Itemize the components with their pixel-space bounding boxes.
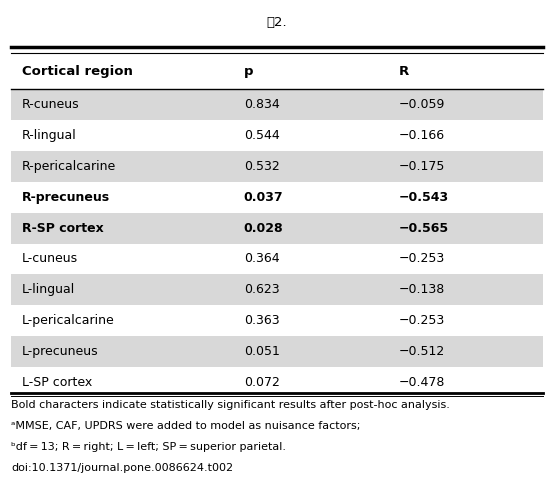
Text: 0.028: 0.028 — [244, 222, 284, 235]
Bar — [11, 89, 543, 120]
Text: −0.543: −0.543 — [399, 191, 449, 204]
Text: 0.623: 0.623 — [244, 283, 279, 296]
Text: −0.478: −0.478 — [399, 376, 445, 389]
Text: L-SP cortex: L-SP cortex — [22, 376, 93, 389]
Text: 0.072: 0.072 — [244, 376, 280, 389]
Text: ᵇdf = 13; R = right; L = left; SP = superior parietal.: ᵇdf = 13; R = right; L = left; SP = supe… — [11, 442, 286, 452]
Text: −0.565: −0.565 — [399, 222, 449, 235]
Text: 0.834: 0.834 — [244, 98, 280, 111]
Text: R: R — [399, 65, 409, 78]
Text: L-cuneus: L-cuneus — [22, 252, 78, 265]
Text: R-cuneus: R-cuneus — [22, 98, 80, 111]
Text: ᵃMMSE, CAF, UPDRS were added to model as nuisance factors;: ᵃMMSE, CAF, UPDRS were added to model as… — [11, 421, 361, 431]
Text: −0.253: −0.253 — [399, 314, 445, 327]
Text: 0.544: 0.544 — [244, 129, 280, 142]
Text: 表2.: 表2. — [266, 16, 288, 29]
Text: −0.512: −0.512 — [399, 345, 445, 358]
Text: 0.037: 0.037 — [244, 191, 284, 204]
Text: L-lingual: L-lingual — [22, 283, 75, 296]
Text: 0.051: 0.051 — [244, 345, 280, 358]
Text: doi:10.1371/journal.pone.0086624.t002: doi:10.1371/journal.pone.0086624.t002 — [11, 463, 233, 473]
Text: 0.363: 0.363 — [244, 314, 279, 327]
Text: L-pericalcarine: L-pericalcarine — [22, 314, 115, 327]
Text: R-lingual: R-lingual — [22, 129, 77, 142]
Text: −0.253: −0.253 — [399, 252, 445, 265]
Text: −0.175: −0.175 — [399, 160, 445, 173]
Text: 0.364: 0.364 — [244, 252, 279, 265]
Text: Cortical region: Cortical region — [22, 65, 133, 78]
Bar — [11, 274, 543, 305]
Text: p: p — [244, 65, 253, 78]
Text: −0.166: −0.166 — [399, 129, 445, 142]
Text: L-precuneus: L-precuneus — [22, 345, 99, 358]
Text: R-precuneus: R-precuneus — [22, 191, 110, 204]
Text: R-pericalcarine: R-pericalcarine — [22, 160, 116, 173]
Text: Bold characters indicate statistically significant results after post-hoc analys: Bold characters indicate statistically s… — [11, 400, 450, 410]
Text: −0.138: −0.138 — [399, 283, 445, 296]
Text: −0.059: −0.059 — [399, 98, 445, 111]
Bar — [11, 213, 543, 244]
Text: R-SP cortex: R-SP cortex — [22, 222, 104, 235]
Bar — [11, 336, 543, 367]
Bar — [11, 151, 543, 182]
Text: 0.532: 0.532 — [244, 160, 280, 173]
